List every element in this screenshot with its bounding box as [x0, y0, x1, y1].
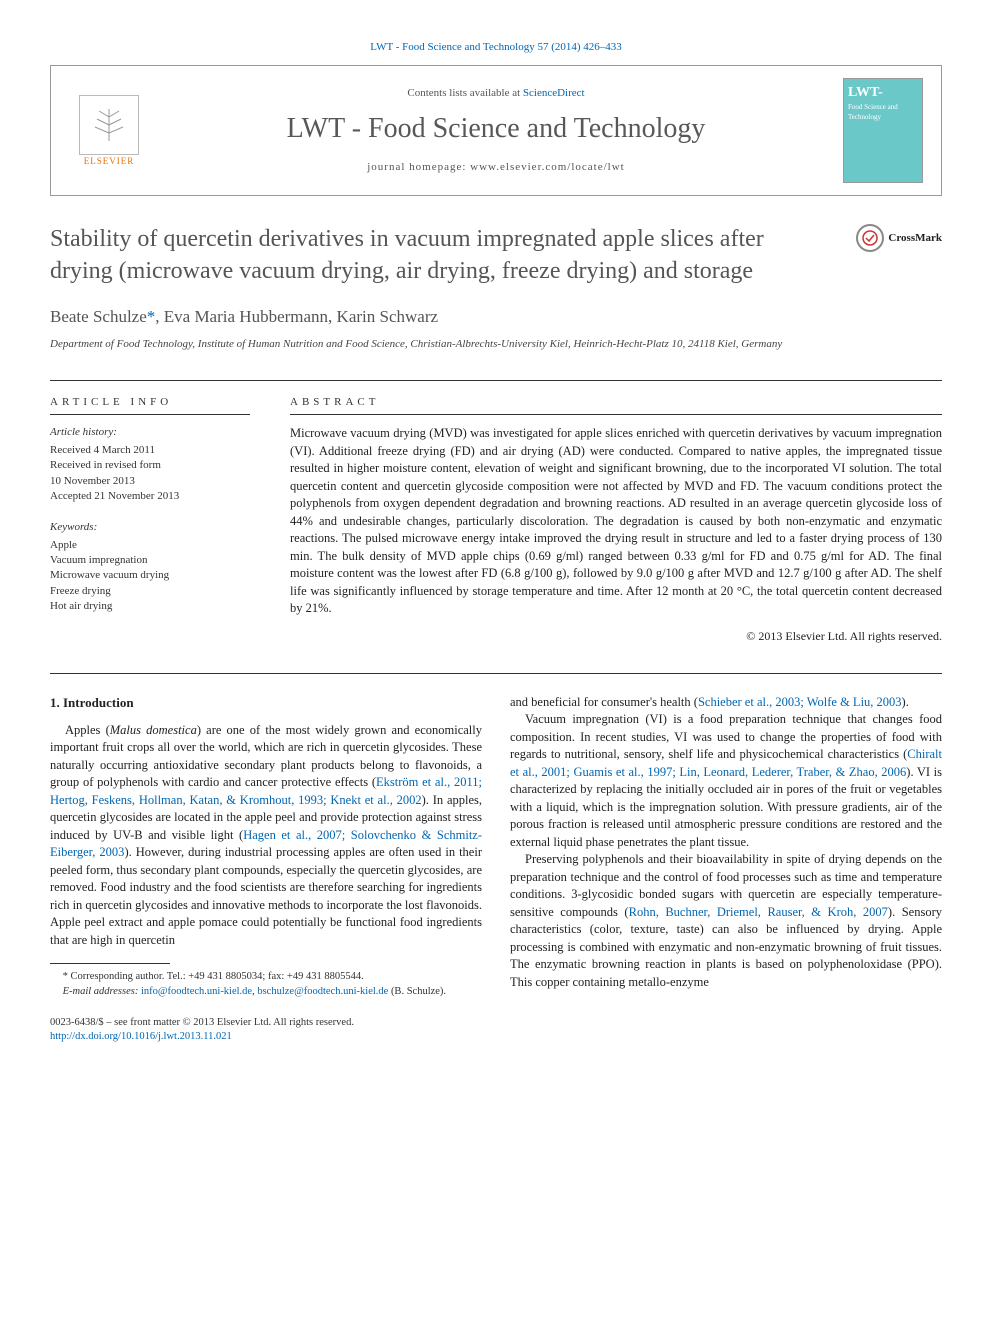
homepage-label: journal homepage:: [367, 161, 470, 173]
abstract-text: Microwave vacuum drying (MVD) was invest…: [290, 425, 942, 618]
contents-prefix: Contents lists available at: [407, 87, 522, 99]
species-name: Malus domestica: [110, 723, 197, 737]
accepted-date: Accepted 21 November 2013: [50, 489, 250, 504]
citation-link[interactable]: LWT - Food Science and Technology 57 (20…: [370, 41, 622, 53]
sciencedirect-link[interactable]: ScienceDirect: [523, 87, 585, 99]
paper-title: Stability of quercetin derivatives in va…: [50, 224, 830, 286]
journal-cover-thumb[interactable]: LWT- Food Science and Technology: [843, 78, 923, 183]
corresponding-mark[interactable]: *: [147, 307, 156, 326]
section-title: Introduction: [63, 695, 134, 710]
elsevier-tree-icon: [79, 95, 139, 155]
crossmark-icon: [856, 224, 884, 252]
title-block: Stability of quercetin derivatives in va…: [50, 224, 942, 286]
header-center: Contents lists available at ScienceDirec…: [149, 86, 843, 176]
corr-author-info: * Corresponding author. Tel.: +49 431 88…: [63, 971, 364, 982]
paragraph: Apples (Malus domestica) are one of the …: [50, 722, 482, 950]
page-footer: 0023-6438/$ – see front matter © 2013 El…: [50, 1016, 942, 1045]
cover-label: LWT-: [848, 83, 883, 103]
article-history: Article history: Received 4 March 2011 R…: [50, 425, 250, 504]
homepage-url[interactable]: www.elsevier.com/locate/lwt: [470, 161, 625, 173]
keyword: Freeze drying: [50, 584, 250, 599]
email-tail: (B. Schulze).: [391, 986, 446, 997]
keyword: Apple: [50, 538, 250, 553]
crossmark-label: CrossMark: [888, 231, 942, 246]
keyword: Hot air drying: [50, 599, 250, 614]
keyword: Vacuum impregnation: [50, 553, 250, 568]
abstract-label: ABSTRACT: [290, 395, 942, 415]
section-number: 1.: [50, 695, 60, 710]
authors: Beate Schulze*, Eva Maria Hubbermann, Ka…: [50, 305, 942, 329]
doi-link[interactable]: http://dx.doi.org/10.1016/j.lwt.2013.11.…: [50, 1031, 232, 1042]
page-container: LWT - Food Science and Technology 57 (20…: [0, 0, 992, 1085]
email-sep: ,: [252, 986, 255, 997]
keywords-label: Keywords:: [50, 520, 250, 535]
cover-sub: Food Science and Technology: [848, 103, 918, 123]
body-text-run: and beneficial for consumer's health (: [510, 695, 698, 709]
keyword: Microwave vacuum drying: [50, 568, 250, 583]
abstract-copyright: © 2013 Elsevier Ltd. All rights reserved…: [290, 628, 942, 645]
section-heading: 1. Introduction: [50, 694, 482, 712]
author-names-rest: , Eva Maria Hubbermann, Karin Schwarz: [155, 307, 438, 326]
revised-label: Received in revised form: [50, 458, 250, 473]
crossmark-badge[interactable]: CrossMark: [856, 224, 942, 252]
article-info-column: ARTICLE INFO Article history: Received 4…: [50, 395, 250, 645]
author-name: Beate Schulze: [50, 307, 147, 326]
publisher-name: ELSEVIER: [84, 155, 135, 168]
meta-row: ARTICLE INFO Article history: Received 4…: [50, 380, 942, 645]
citation-link[interactable]: Schieber et al., 2003; Wolfe & Liu, 2003: [698, 695, 902, 709]
keywords-block: Keywords: Apple Vacuum impregnation Micr…: [50, 520, 250, 614]
contents-available: Contents lists available at ScienceDirec…: [149, 86, 843, 101]
affiliation: Department of Food Technology, Institute…: [50, 337, 910, 352]
body-text: 1. Introduction Apples (Malus domestica)…: [50, 673, 942, 1000]
received-date: Received 4 March 2011: [50, 443, 250, 458]
top-citation: LWT - Food Science and Technology 57 (20…: [50, 40, 942, 55]
email-link[interactable]: bschulze@foodtech.uni-kiel.de: [257, 986, 388, 997]
revised-date: 10 November 2013: [50, 474, 250, 489]
citation-link[interactable]: Rohn, Buchner, Driemel, Rauser, & Kroh, …: [629, 905, 888, 919]
paragraph: Vacuum impregnation (VI) is a food prepa…: [510, 711, 942, 851]
article-info-label: ARTICLE INFO: [50, 395, 250, 415]
body-text-run: Vacuum impregnation (VI) is a food prepa…: [510, 712, 942, 761]
journal-header: ELSEVIER Contents lists available at Sci…: [50, 65, 942, 196]
issn-line: 0023-6438/$ – see front matter © 2013 El…: [50, 1016, 942, 1031]
body-text-run: Apples (: [65, 723, 110, 737]
corresponding-footnote: * Corresponding author. Tel.: +49 431 88…: [50, 970, 482, 985]
paragraph: and beneficial for consumer's health (Sc…: [510, 694, 942, 712]
history-label: Article history:: [50, 425, 250, 440]
email-label: E-mail addresses:: [63, 986, 139, 997]
publisher-logo[interactable]: ELSEVIER: [69, 86, 149, 176]
email-footnote: E-mail addresses: info@foodtech.uni-kiel…: [50, 985, 482, 1000]
body-text-run: ).: [902, 695, 909, 709]
journal-name: LWT - Food Science and Technology: [149, 109, 843, 148]
email-link[interactable]: info@foodtech.uni-kiel.de: [141, 986, 252, 997]
footnote-separator: [50, 963, 170, 964]
paragraph: Preserving polyphenols and their bioavai…: [510, 851, 942, 991]
abstract-column: ABSTRACT Microwave vacuum drying (MVD) w…: [290, 395, 942, 645]
body-text-run: ). However, during industrial processing…: [50, 845, 482, 947]
journal-homepage: journal homepage: www.elsevier.com/locat…: [149, 160, 843, 175]
